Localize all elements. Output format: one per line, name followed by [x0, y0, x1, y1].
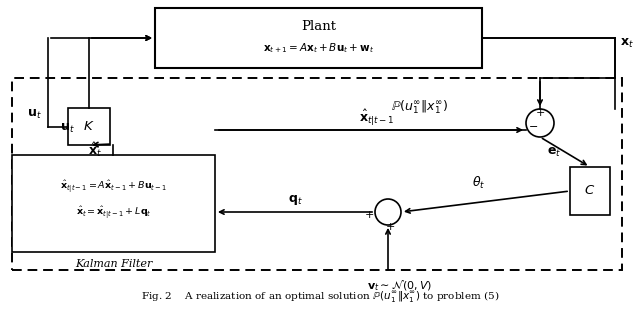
Bar	[155, 8, 482, 68]
Text: Kalman Filter: Kalman Filter	[75, 259, 152, 269]
Bar	[68, 108, 110, 145]
Text: $\hat{\mathbf{x}}_{t|t-1}$: $\hat{\mathbf{x}}_{t|t-1}$	[359, 108, 395, 128]
Text: $\mathbf{q}_t$: $\mathbf{q}_t$	[287, 193, 302, 207]
Text: $+$: $+$	[535, 106, 545, 118]
Text: $\mathbf{u}_t$: $\mathbf{u}_t$	[27, 108, 42, 121]
Text: $\mathbf{v}_t \sim \mathcal{N}(0,V)$: $\mathbf{v}_t \sim \mathcal{N}(0,V)$	[367, 279, 433, 293]
Text: Fig. 2    A realization of an optimal solution $\mathbb{P}(u_1^\infty \| x_1^\in: Fig. 2 A realization of an optimal solut…	[141, 289, 499, 304]
Text: $\mathbf{e}_t$: $\mathbf{e}_t$	[547, 146, 561, 159]
Text: $\theta_t$: $\theta_t$	[472, 175, 486, 191]
Circle shape	[375, 199, 401, 225]
Text: $\hat{\mathbf{x}}_t = \hat{\mathbf{x}}_{t|t-1} + L\mathbf{q}_t$: $\hat{\mathbf{x}}_t = \hat{\mathbf{x}}_{…	[76, 205, 151, 221]
Text: $-$: $-$	[528, 120, 538, 130]
Text: $\hat{\mathbf{x}}_t$: $\hat{\mathbf{x}}_t$	[88, 141, 102, 159]
Text: $K$: $K$	[83, 120, 95, 133]
Text: $\mathbf{u}_t$: $\mathbf{u}_t$	[60, 122, 74, 135]
Bar	[12, 155, 215, 252]
Text: Plant: Plant	[301, 20, 336, 33]
Text: $\mathbf{x}_t$: $\mathbf{x}_t$	[620, 36, 634, 49]
Text: $\hat{\mathbf{x}}_{t|t-1} = A\hat{\mathbf{x}}_{t-1} + B\mathbf{u}_{t-1}$: $\hat{\mathbf{x}}_{t|t-1} = A\hat{\mathb…	[60, 179, 167, 195]
Bar	[12, 78, 622, 270]
Text: $\mathbf{x}_{t+1} = A\mathbf{x}_t + B\mathbf{u}_t + \mathbf{w}_t$: $\mathbf{x}_{t+1} = A\mathbf{x}_t + B\ma…	[263, 41, 374, 55]
Text: $\mathbb{P}(u_1^\infty \| x_1^\infty)$: $\mathbb{P}(u_1^\infty \| x_1^\infty)$	[392, 98, 449, 116]
Circle shape	[526, 109, 554, 137]
Text: $+$: $+$	[385, 221, 395, 233]
Text: $C$: $C$	[584, 184, 596, 197]
Bar	[570, 167, 610, 215]
Text: $+$: $+$	[364, 208, 374, 220]
